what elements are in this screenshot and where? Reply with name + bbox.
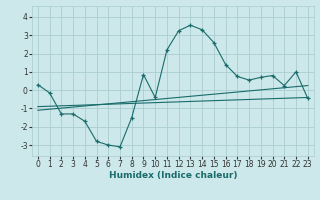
X-axis label: Humidex (Indice chaleur): Humidex (Indice chaleur) xyxy=(108,171,237,180)
